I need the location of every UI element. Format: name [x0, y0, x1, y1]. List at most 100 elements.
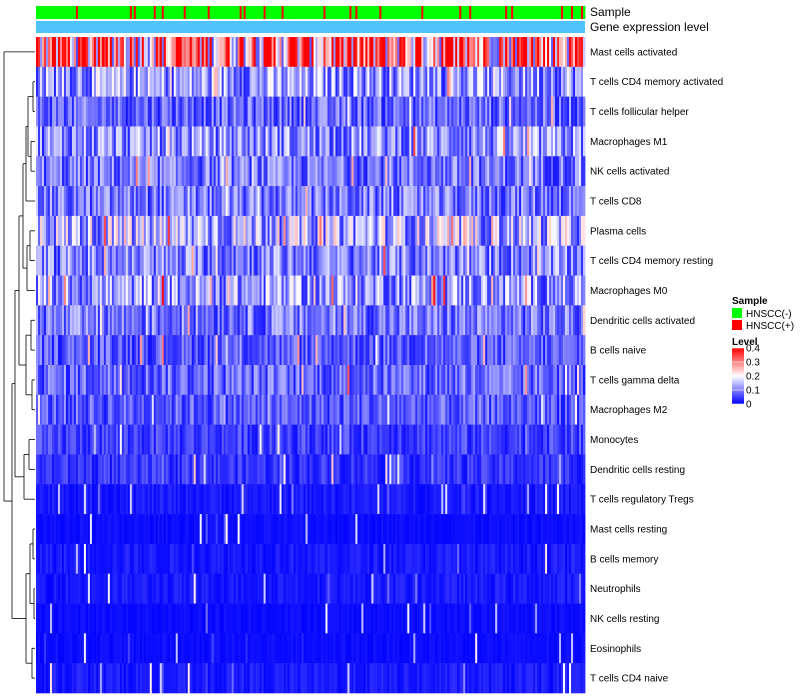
sample-annotation-cell: [301, 6, 304, 19]
heatmap-cell: [247, 186, 251, 217]
heatmap-row: [36, 484, 586, 515]
heatmap-cell: [111, 514, 115, 545]
heatmap-cell: [385, 365, 388, 396]
heatmap-cell: [399, 335, 402, 366]
heatmap-cell: [163, 514, 167, 545]
sample-annotation-cell: [259, 6, 262, 19]
heatmap-cell: [367, 275, 370, 306]
heatmap-cell: [477, 454, 480, 485]
heatmap-cell: [53, 66, 57, 97]
heatmap-cell: [447, 484, 450, 515]
heatmap-cell: [117, 275, 121, 306]
heatmap-cell: [389, 186, 392, 217]
heatmap-cell: [491, 454, 494, 485]
heatmap-cell: [177, 484, 181, 515]
heatmap-cell: [265, 305, 268, 336]
heatmap-cell: [279, 394, 282, 425]
heatmap-cell: [189, 454, 193, 485]
heatmap-cell: [213, 335, 217, 366]
heatmap-cell: [385, 484, 388, 515]
heatmap-cells: [36, 37, 586, 694]
heatmap-cell: [571, 454, 574, 485]
heatmap-cell: [543, 424, 546, 455]
heatmap-cell: [515, 424, 518, 455]
heatmap-cell: [551, 215, 554, 247]
heatmap-cell: [519, 66, 522, 97]
heatmap-cell: [545, 424, 548, 455]
sample-annotation-cell: [371, 6, 374, 19]
heatmap-cell: [59, 156, 63, 187]
heatmap-cell: [275, 484, 278, 515]
heatmap-cell: [171, 335, 175, 366]
heatmap-cell: [63, 215, 67, 247]
heatmap-cell: [323, 394, 326, 425]
heatmap-cell: [463, 186, 466, 217]
heatmap-cell: [457, 335, 460, 366]
sample-annotation-cell: [469, 6, 472, 19]
heatmap-cell: [269, 66, 272, 97]
heatmap-cell: [387, 275, 390, 306]
heatmap-cell: [257, 186, 260, 217]
heatmap-cell: [331, 305, 334, 336]
heatmap-cell: [421, 454, 424, 485]
heatmap-cell: [59, 365, 63, 396]
heatmap-cell: [271, 245, 274, 276]
heatmap-cell: [359, 394, 362, 425]
sample-annotation-cell: [147, 6, 151, 19]
heatmap-cell: [38, 454, 41, 485]
sample-annotation-cell: [257, 6, 260, 19]
heatmap-cell: [53, 484, 57, 515]
heatmap-cell: [73, 96, 77, 127]
heatmap-cell: [509, 335, 512, 366]
heatmap-cell: [567, 66, 570, 97]
heatmap-cell: [563, 335, 566, 366]
heatmap-cell: [97, 186, 101, 217]
heatmap-cell: [415, 424, 418, 455]
heatmap-cell: [417, 156, 420, 187]
heatmap-cell: [337, 335, 340, 366]
heatmap-cell: [207, 514, 211, 545]
heatmap-cell: [469, 186, 472, 217]
heatmap-cell: [301, 66, 304, 97]
heatmap-cell: [175, 186, 179, 217]
heatmap-cell: [153, 454, 157, 485]
heatmap-cell: [357, 66, 360, 97]
heatmap-cell: [191, 37, 195, 68]
heatmap-cell: [349, 126, 352, 157]
heatmap-cell: [427, 454, 430, 485]
sample-annotation-cell: [233, 6, 237, 19]
heatmap-cell: [275, 156, 278, 187]
heatmap-cell: [243, 394, 247, 425]
heatmap-cell: [285, 156, 288, 187]
heatmap-cell: [579, 484, 582, 515]
heatmap-cell: [459, 245, 462, 276]
heatmap-cell: [463, 365, 466, 396]
heatmap-cell: [373, 66, 376, 97]
heatmap-cell: [379, 365, 382, 396]
heatmap-cell: [227, 335, 231, 366]
heatmap-cell: [463, 484, 466, 515]
heatmap-cell: [155, 66, 159, 97]
heatmap-cell: [565, 156, 568, 187]
heatmap-cell: [101, 365, 105, 396]
heatmap-cell: [147, 126, 151, 157]
heatmap-cell: [371, 126, 374, 157]
heatmap-cell: [381, 484, 384, 515]
heatmap-cell: [177, 305, 181, 336]
heatmap-cell: [269, 37, 272, 68]
heatmap-cell: [361, 37, 364, 68]
heatmap-cell: [36, 215, 39, 247]
heatmap-cell: [425, 484, 428, 515]
heatmap-cell: [327, 305, 330, 336]
heatmap-cell: [289, 335, 292, 366]
heatmap-cell: [75, 335, 79, 366]
heatmap-cell: [209, 484, 213, 515]
heatmap-cell: [239, 484, 243, 515]
heatmap-cell: [161, 37, 165, 68]
heatmap-cell: [503, 394, 506, 425]
heatmap-cell: [403, 37, 406, 68]
heatmap-cell: [423, 514, 426, 545]
heatmap-cell: [215, 394, 219, 425]
heatmap-cell: [293, 514, 296, 545]
heatmap-cell: [273, 66, 276, 97]
